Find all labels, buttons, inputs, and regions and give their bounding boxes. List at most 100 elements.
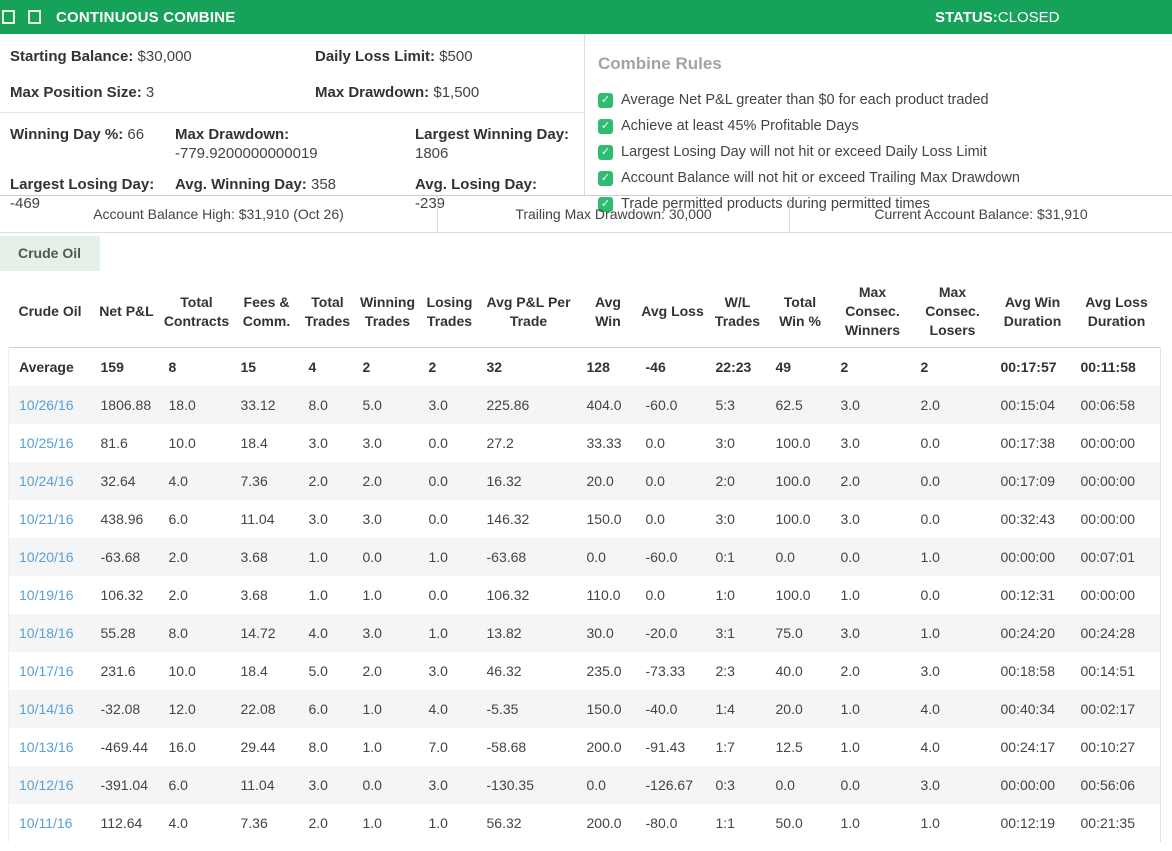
data-cell: -91.43 <box>645 738 686 755</box>
date-link[interactable]: 10/13/16 <box>19 738 74 755</box>
data-cell: 29.44 <box>240 738 276 755</box>
date-link[interactable]: 10/17/16 <box>19 662 74 679</box>
combine-rules-title: Combine Rules <box>598 54 722 73</box>
square-outline-icon[interactable] <box>28 10 41 24</box>
data-cell: 00:07:01 <box>1072 537 1161 576</box>
data-cell: 3.0 <box>308 776 328 793</box>
date-link[interactable]: 10/26/16 <box>19 396 74 413</box>
data-cell: 1:4 <box>715 700 735 717</box>
data-cell: 0.0 <box>428 510 448 527</box>
data-cell: 2.0 <box>920 396 940 413</box>
data-cell: -58.68 <box>486 738 527 755</box>
average-cell: 2 <box>832 346 913 386</box>
data-cell: -73.33 <box>645 662 686 679</box>
average-row: Average 159 8 15 4 2 2 32 128 -46 22:23 49 2 2 00:17:5… <box>8 346 1161 386</box>
square-outline-icon[interactable] <box>2 10 15 24</box>
data-cell: 4.0 <box>920 738 940 755</box>
data-cell: 2.0 <box>362 662 382 679</box>
stat-daily-loss-limit: Daily Loss Limit: $500 <box>315 48 473 65</box>
data-cell: 3.0 <box>840 510 860 527</box>
data-cell: 106.32 <box>100 586 144 603</box>
data-cell: 110.0 <box>586 586 621 603</box>
date-link[interactable]: 10/24/16 <box>19 472 74 489</box>
data-cell: 27.2 <box>486 434 514 451</box>
date-link[interactable]: 10/19/16 <box>19 586 74 603</box>
page-title: CONTINUOUS COMBINE <box>56 8 236 26</box>
date-cell: 10/21/16 <box>8 499 93 538</box>
tab-crude-oil[interactable]: Crude Oil <box>0 236 101 271</box>
date-link[interactable]: 10/18/16 <box>19 624 74 641</box>
data-cell: 100.0 <box>775 586 811 603</box>
data-cell: 1:7 <box>715 738 735 755</box>
data-cell: 7.36 <box>240 472 268 489</box>
checkmark-icon: ✓ <box>598 92 613 108</box>
data-cell: 0.0 <box>775 548 795 565</box>
performance-table-wrap: Crude Oil Net P&L Total Contracts Fees & Co… <box>8 277 1172 842</box>
data-cell: 13.82 <box>486 624 522 641</box>
header-row: Crude Oil Net P&L Total Contracts Fees & Co… <box>9 277 1161 347</box>
checkmark-icon: ✓ <box>598 170 613 186</box>
data-cell: 00:32:43 <box>1000 510 1056 527</box>
data-cell: 0.0 <box>586 776 606 793</box>
data-cell: 3.0 <box>362 624 382 641</box>
date-link[interactable]: 10/21/16 <box>19 510 74 527</box>
data-cell: 00:17:38 <box>1000 434 1056 451</box>
data-cell: 3.0 <box>308 510 328 527</box>
data-cell: -32.08 <box>100 700 141 717</box>
checkmark-icon: ✓ <box>598 118 613 134</box>
stat-winning-day-pct: Winning Day %: 66 <box>10 126 145 143</box>
data-cell: 0.0 <box>428 586 448 603</box>
data-cell: 3.0 <box>840 624 860 641</box>
column-header: Fees & Comm. <box>242 293 291 329</box>
average-cell: 159 <box>92 346 161 386</box>
combine-rules-list: ✓ Average Net P&L greater than $0 for eac… <box>598 87 1172 217</box>
table-row: 10/26/16 1806.88 18.0 33.12 8.0 5.0 3.0 225.86 4… <box>8 385 1161 424</box>
top-header-bar: CONTINUOUS COMBINE STATUS:CLOSED <box>0 0 1172 34</box>
date-link[interactable]: 10/20/16 <box>19 548 74 565</box>
data-cell: 1.0 <box>920 548 940 565</box>
data-cell: 81.6 <box>100 434 128 451</box>
data-cell: 4.0 <box>920 700 940 717</box>
data-cell: 7.0 <box>428 738 448 755</box>
status-badge: STATUS:CLOSED <box>935 9 1059 26</box>
data-cell: -126.67 <box>645 776 693 793</box>
date-cell: 10/12/16 <box>8 765 93 804</box>
data-cell: 3:0 <box>715 510 735 527</box>
data-cell: 00:02:17 <box>1072 689 1161 728</box>
date-link[interactable]: 10/11/16 <box>19 814 73 831</box>
date-link[interactable]: 10/25/16 <box>19 434 74 451</box>
table-row: 10/24/16 32.64 4.0 7.36 2.0 2.0 0.0 16.32 20.0 0.… <box>8 461 1161 500</box>
data-cell: 112.64 <box>100 814 143 831</box>
stat-max-drawdown-limit: Max Drawdown: $1,500 <box>315 84 480 101</box>
data-cell: 2:0 <box>715 472 735 489</box>
data-cell: 231.6 <box>100 662 136 679</box>
stat-largest-winning-day: Largest Winning Day: 1806 <box>415 126 570 162</box>
date-link[interactable]: 10/12/16 <box>19 776 74 793</box>
data-cell: 1:1 <box>715 814 735 831</box>
data-cell: 00:00:00 <box>1072 461 1161 500</box>
data-cell: 1.0 <box>840 814 860 831</box>
data-cell: 1.0 <box>920 624 940 641</box>
data-cell: 32.64 <box>100 472 136 489</box>
data-cell: 0.0 <box>840 776 860 793</box>
average-cell: 49 <box>767 346 833 386</box>
rule-item: ✓ Achieve at least 45% Profitable Days <box>598 113 1172 139</box>
data-cell: 3.68 <box>240 586 268 603</box>
data-cell: 8.0 <box>308 396 328 413</box>
date-cell: 10/11/16 <box>8 803 93 842</box>
data-cell: 3.0 <box>840 434 860 451</box>
product-tabs: Crude Oil <box>0 236 1172 271</box>
data-cell: -80.0 <box>645 814 678 831</box>
stats-row-1: Starting Balance: $30,000 Daily Loss Lim… <box>0 34 584 113</box>
data-cell: 0.0 <box>645 586 665 603</box>
data-cell: 14.72 <box>240 624 276 641</box>
data-cell: 1.0 <box>428 624 448 641</box>
data-cell: 00:00:00 <box>1072 423 1161 462</box>
data-cell: -63.68 <box>486 548 527 565</box>
average-cell: 8 <box>160 346 233 386</box>
account-stats: Starting Balance: $30,000 Daily Loss Lim… <box>0 34 585 212</box>
date-link[interactable]: 10/14/16 <box>19 700 74 717</box>
data-cell: 2.0 <box>168 548 188 565</box>
column-header: Crude Oil <box>18 303 82 320</box>
data-cell: -130.35 <box>486 776 534 793</box>
